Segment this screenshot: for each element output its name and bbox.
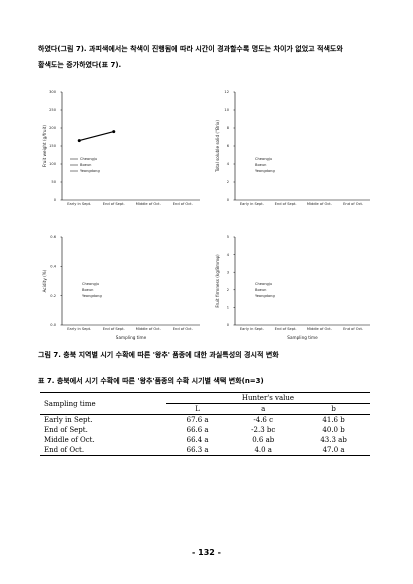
y-tick-label: 2 [227, 288, 229, 292]
x-axis-label: Sampling time [287, 335, 318, 340]
table-cell: 4.0 a [229, 445, 298, 456]
y-tick-label: 12 [224, 90, 229, 94]
table-cell: 47.0 a [297, 445, 370, 456]
legend-label: Boeun [255, 288, 266, 292]
y-tick-label: 0.6 [50, 235, 56, 239]
y-tick-label: 150 [49, 144, 57, 148]
legend-label: Cheongju [255, 157, 272, 161]
table-cell: 67.6 a [186, 416, 209, 424]
y-tick-label: 10 [224, 108, 229, 112]
legend-label: Cheongju [82, 282, 99, 286]
y-tick-label: 0.4 [50, 265, 56, 269]
y-tick-label: 1 [227, 306, 229, 310]
table-row: Early in Sept. 67.6 a -4.6 c 41.6 b [40, 415, 370, 426]
table-cell: 40.0 b [322, 426, 345, 434]
table-cell: 43.3 ab [320, 436, 347, 444]
legend-label: Boeun [80, 163, 91, 167]
table-cell: Early in Sept. [44, 416, 93, 424]
y-axis-label: Fruit firmness (kg/8mmφ) [215, 254, 220, 308]
table-cell: End of Sept. [44, 426, 88, 434]
y-tick-label: 3 [227, 270, 229, 274]
x-tick-label: End of Sept. [103, 327, 125, 331]
table-cell: 66.3 a [165, 445, 230, 456]
legend-label: Boeun [82, 288, 93, 292]
y-tick-label: 300 [49, 90, 57, 94]
x-tick-label: Early in Sept. [240, 327, 264, 331]
legend-label: Yeongdong [255, 169, 275, 173]
x-tick-label: End of Oct. [343, 327, 363, 331]
header-cell: L [165, 403, 230, 415]
legend-label: Cheongju [255, 282, 272, 286]
y-tick-label: 200 [49, 126, 57, 130]
table-row: Middle of Oct. 66.4 a 0.6 ab 43.3 ab [40, 435, 370, 445]
x-tick-label: Middle of Oct. [136, 327, 161, 331]
y-tick-label: 0.2 [50, 294, 56, 298]
header-cell: Sampling time [40, 392, 166, 415]
header-cell: b [297, 403, 370, 415]
table-row: End of Oct. 66.3 a 4.0 a 47.0 a [40, 445, 370, 456]
x-tick-label: End of Sept. [275, 202, 297, 206]
table-cell: 66.6 a [186, 426, 209, 434]
y-axis-label: Acidity (%) [42, 269, 47, 292]
y-tick-label: 2 [227, 180, 229, 184]
y-tick-label: 4 [227, 253, 230, 257]
figure-caption: 그림 7. 충북 지역별 시기 수확에 따른 '왕추' 품종에 대한 과실특성의… [38, 351, 279, 359]
body-text: 하였다(그림 7). 과피색에서는 착색이 진행됨에 따라 시간이 경과할수록 … [38, 45, 343, 53]
table-cell: 66.4 a [186, 436, 209, 444]
table-caption: 표 7. 충북에서 시기 수확에 따른 '왕추'품종의 수확 시기별 색택 변화… [38, 377, 264, 385]
y-tick-label: 5 [227, 235, 229, 239]
x-tick-label: End of Sept. [103, 202, 125, 206]
series-point [112, 130, 116, 134]
series-point [77, 139, 81, 143]
legend-label: Yeongdong [82, 294, 102, 298]
y-axis-label: Total soluble solid (°Brix) [215, 120, 220, 173]
table-cell: Middle of Oct. [44, 436, 95, 444]
x-tick-label: End of Oct. [173, 202, 193, 206]
table-cell: -4.6 c [253, 416, 274, 424]
x-axis-label: Sampling time [116, 335, 147, 340]
header-cell: a [229, 403, 298, 415]
table-row: End of Sept. 66.6 a -2.3 bc 40.0 b [40, 425, 370, 435]
page-number: - 132 - [192, 548, 221, 557]
series-line [79, 131, 114, 142]
y-tick-label: 250 [49, 108, 57, 112]
x-tick-label: Early in Sept. [67, 327, 91, 331]
y-tick-label: 0 [54, 198, 57, 202]
body-text: 황색도는 증가하였다(표 7). [38, 61, 122, 69]
table-cell: End of Oct. [40, 445, 166, 456]
y-tick-label: 100 [49, 162, 57, 166]
x-tick-label: End of Oct. [343, 202, 363, 206]
x-tick-label: Middle of Oct. [307, 327, 332, 331]
y-tick-label: 0 [227, 323, 230, 327]
y-tick-label: 0 [227, 198, 230, 202]
legend-label: Cheongju [80, 157, 97, 161]
legend-label: Boeun [255, 163, 266, 167]
legend-label: Yeongdong [255, 294, 275, 298]
y-tick-label: 50 [51, 180, 56, 184]
y-axis-label: Fruit weight (g/fruit) [42, 125, 47, 167]
legend-label: Yeongdong [80, 169, 100, 173]
x-tick-label: Middle of Oct. [136, 202, 161, 206]
header-cell: Hunter's value [165, 392, 370, 404]
table: Sampling time Hunter's value L a b Early… [40, 392, 370, 456]
y-tick-label: 8 [227, 126, 230, 130]
x-tick-label: Middle of Oct. [307, 202, 332, 206]
y-tick-label: 0.0 [50, 323, 56, 327]
x-tick-label: Early in Sept. [240, 202, 264, 206]
x-tick-label: Early in Sept. [67, 202, 91, 206]
table-cell: 41.6 b [322, 416, 345, 424]
y-tick-label: 4 [227, 162, 230, 166]
x-tick-label: End of Sept. [275, 327, 297, 331]
table-cell: -2.3 bc [251, 426, 276, 434]
table-cell: 0.6 ab [252, 436, 275, 444]
y-tick-label: 6 [227, 144, 230, 148]
x-tick-label: End of Oct. [173, 327, 193, 331]
